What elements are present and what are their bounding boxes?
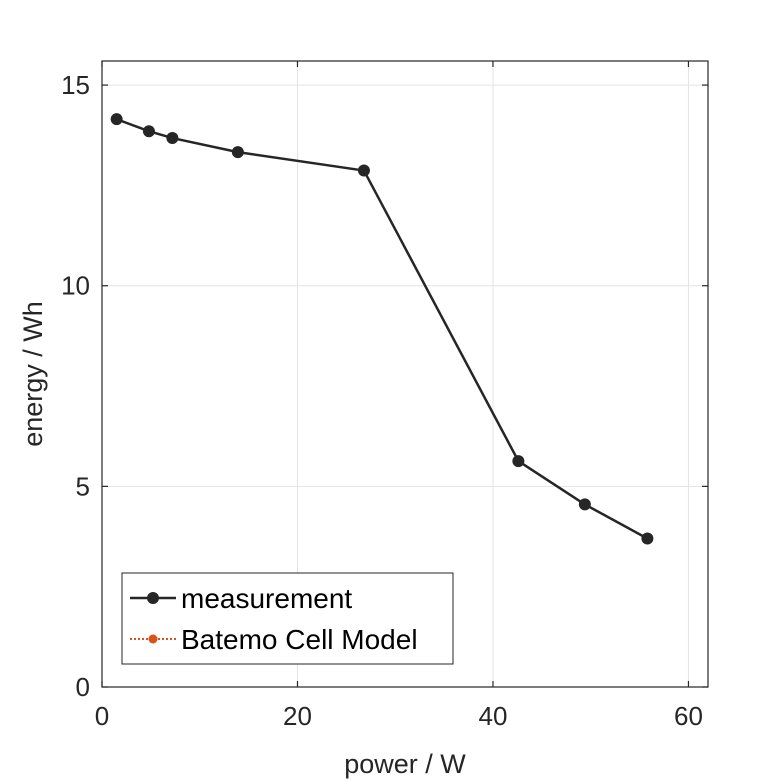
x-tick-label: 60 [674, 701, 703, 731]
data-point [512, 455, 525, 468]
legend: measurement Batemo Cell Model [121, 572, 454, 665]
x-tick-label: 0 [95, 701, 109, 731]
x-axis-label: power / W [344, 749, 466, 779]
y-tick-label: 15 [61, 70, 90, 100]
data-point [231, 146, 244, 159]
series-layer [110, 113, 654, 545]
y-tick-label: 0 [76, 672, 90, 702]
tick-labels: 0 20 40 60 0 5 10 15 [61, 70, 703, 731]
data-point [578, 498, 591, 511]
data-point [166, 132, 179, 145]
legend-box [121, 572, 454, 665]
axes-box [101, 60, 709, 688]
data-point [110, 113, 123, 126]
legend-label-batemo-cell-model: Batemo Cell Model [181, 624, 418, 655]
data-point [357, 164, 370, 177]
legend-label-measurement: measurement [181, 583, 352, 614]
data-point [641, 532, 654, 545]
x-tick-label: 20 [283, 701, 312, 731]
legend-marker-batemo-cell-model [148, 634, 158, 644]
x-tick-label: 40 [479, 701, 508, 731]
ticks [101, 61, 708, 688]
y-axis-label: energy / Wh [18, 301, 48, 447]
y-tick-label: 10 [61, 271, 90, 301]
legend-marker-measurement [147, 592, 159, 604]
y-tick-label: 5 [76, 471, 90, 501]
data-point [142, 125, 155, 138]
